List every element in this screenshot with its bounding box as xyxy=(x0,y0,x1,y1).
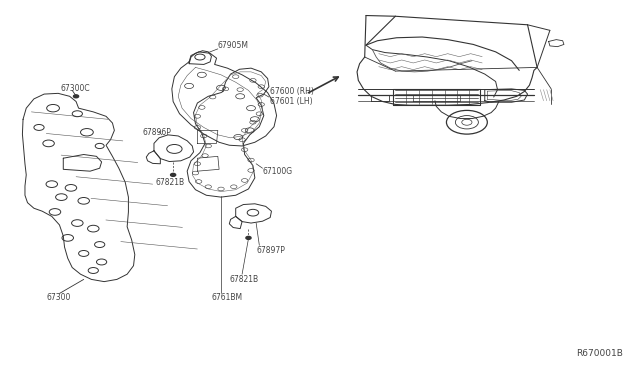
Text: 67100G: 67100G xyxy=(262,167,292,176)
Text: 67601 (LH): 67601 (LH) xyxy=(270,97,313,106)
Text: 67821B: 67821B xyxy=(229,275,259,284)
Text: 67897P: 67897P xyxy=(256,246,285,255)
Text: R670001B: R670001B xyxy=(577,349,623,358)
Text: 67821B: 67821B xyxy=(156,178,184,187)
Circle shape xyxy=(246,236,251,239)
Text: 67600 (RH): 67600 (RH) xyxy=(270,87,314,96)
Text: 67300: 67300 xyxy=(47,294,71,302)
Text: 6761BM: 6761BM xyxy=(211,294,243,302)
Text: 67300C: 67300C xyxy=(61,84,90,93)
Circle shape xyxy=(74,95,79,98)
Text: 67896P: 67896P xyxy=(143,128,172,137)
Text: 67905M: 67905M xyxy=(218,41,249,51)
Circle shape xyxy=(171,173,175,176)
